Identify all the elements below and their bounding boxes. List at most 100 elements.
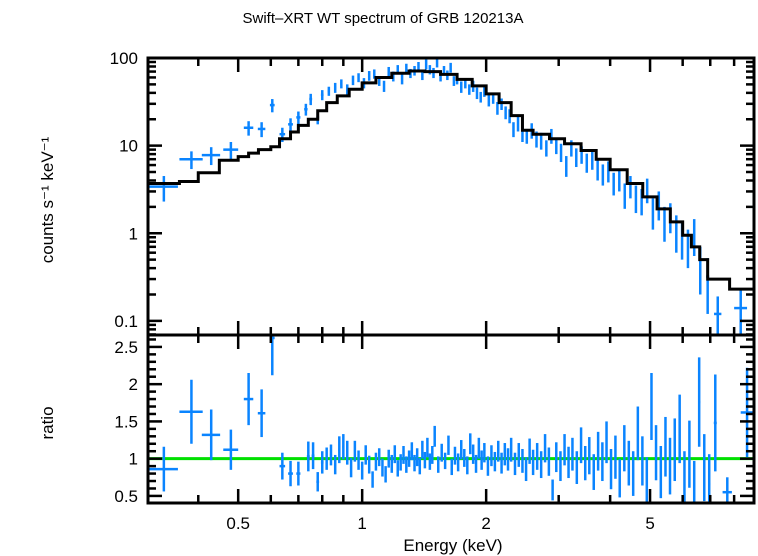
ratio-data-point [440, 443, 443, 462]
spectrum-data-point [296, 111, 301, 125]
ratio-data-point [453, 446, 457, 465]
y-tick-label: 2.5 [114, 338, 138, 357]
spectrum-data-point [623, 183, 626, 209]
ratio-data-point [571, 437, 574, 471]
ratio-data-point [436, 456, 440, 473]
ratio-data-point [381, 458, 384, 477]
ratio-data-group [148, 335, 754, 503]
ratio-data-point [645, 457, 649, 503]
ratio-data-point [678, 394, 681, 464]
ratio-data-point [413, 454, 416, 472]
ratio-data-point [579, 427, 583, 464]
spectrum-data-point [257, 122, 266, 138]
ratio-frame [146, 333, 756, 505]
y-tick-label: 100 [110, 49, 138, 68]
y-tick-label: 10 [119, 137, 138, 156]
ratio-data-point [279, 452, 286, 480]
ratio-data-point [329, 444, 333, 466]
ratio-data-point [288, 460, 293, 487]
y-tick-label: 0.1 [114, 312, 138, 331]
chart-title: Swift–XRT WT spectrum of GRB 120213A [243, 10, 524, 27]
ratio-data-point [697, 357, 701, 447]
ratio-data-point [539, 451, 543, 479]
spectrum-data-point [269, 99, 275, 113]
ratio-data-point [575, 451, 579, 485]
ratio-data-point [524, 457, 528, 482]
ratio-data-point [654, 425, 658, 481]
spectrum-panel: 0.1 1 10 100 [110, 49, 756, 337]
ratio-data-point [531, 449, 535, 476]
spectrum-data-point [179, 151, 203, 170]
ratio-data-point [364, 445, 367, 465]
ratio-data-point [688, 420, 691, 488]
ratio-data-point [614, 435, 617, 479]
ratio-data-point [513, 452, 517, 476]
ratio-data-point [418, 457, 422, 475]
spectrum-frame [146, 56, 756, 337]
ratio-data-point [374, 452, 378, 471]
ratio-data-point [521, 448, 524, 473]
ratio-data-point [474, 454, 478, 473]
spectrum-data-point [634, 185, 638, 214]
ratio-data-point [503, 443, 507, 466]
spectrum-data-point [223, 141, 239, 160]
ratio-data-point [342, 434, 345, 460]
spectrum-data-point [201, 147, 221, 166]
x-tick-label: 5 [645, 514, 654, 533]
spectrum-data-point [333, 82, 337, 93]
spectrum-data-point [468, 84, 471, 95]
ratio-data-point [357, 450, 360, 470]
ratio-data-point [601, 442, 604, 482]
y-tick-label: 1 [129, 224, 138, 243]
ratio-data-point [517, 443, 521, 467]
ratio-data-point [466, 456, 469, 475]
model-step-line [148, 69, 754, 291]
spectrum-data-group [148, 58, 754, 335]
ratio-data-point [713, 374, 717, 472]
ratio-data-point [636, 406, 640, 461]
ratio-data-point [650, 372, 653, 441]
spectrum-data-point [449, 62, 452, 73]
ratio-data-point [551, 479, 554, 501]
ratio-data-point [306, 441, 310, 472]
ratio-data-point [583, 446, 587, 481]
ratio-data-point [477, 437, 481, 459]
ratio-data-point [509, 437, 513, 462]
spectrum-data-point [618, 169, 621, 192]
ratio-data-point [659, 446, 663, 499]
ratio-data-point [483, 443, 486, 463]
ratio-data-point [371, 471, 374, 488]
ratio-data-point [415, 448, 419, 467]
spectrum-data-point [645, 178, 649, 204]
ratio-data-point [433, 425, 436, 447]
x-tick-label: 0.5 [226, 514, 250, 533]
spectrum-data-point [545, 140, 548, 157]
spectrum-data-point [555, 138, 558, 155]
y-tick-label: 0.5 [114, 487, 138, 506]
ratio-panel: 0.5 1 2 5 0.5 1 1.5 2 2.5 [114, 321, 756, 533]
ratio-data-point [338, 436, 341, 464]
spectrum-data-point [367, 71, 371, 81]
ratio-data-point [627, 440, 631, 486]
ratio-data-point [490, 445, 493, 467]
ratio-data-point [296, 461, 301, 486]
ratio-data-point [333, 454, 337, 475]
ratio-data-point [618, 458, 621, 498]
x-axis-label: Energy (keV) [403, 536, 502, 555]
y-tick-label: 1 [129, 450, 138, 469]
ratio-data-point [450, 458, 453, 476]
ratio-data-point [377, 448, 381, 467]
ratio-data-point [543, 434, 547, 463]
ratio-data-point [497, 440, 500, 462]
ratio-data-point [740, 367, 754, 458]
spectrum-data-point [651, 198, 655, 230]
spectrum-data-point [327, 86, 331, 96]
spectrum-data-point [351, 75, 355, 86]
ratio-data-point [563, 434, 566, 466]
spectrum-data-point [424, 59, 428, 70]
spectrum-data-point [309, 93, 313, 106]
ratio-data-point [480, 450, 483, 470]
ratio-data-point [396, 460, 399, 477]
ratio-data-point [623, 425, 626, 472]
